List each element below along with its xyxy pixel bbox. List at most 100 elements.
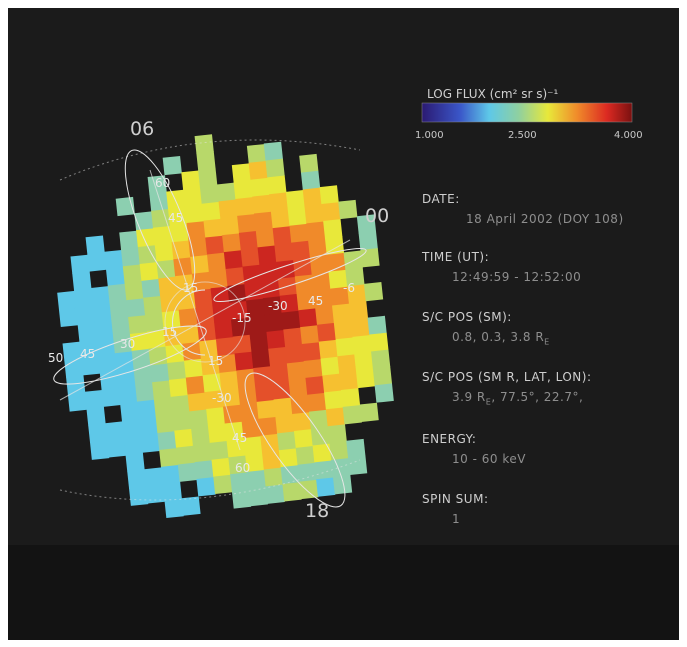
flux-cell	[123, 265, 142, 284]
flux-cell	[120, 402, 139, 421]
flux-cell	[214, 320, 233, 339]
map-label: 60	[155, 176, 170, 190]
flux-cell	[294, 429, 313, 448]
flux-cell	[303, 188, 322, 207]
info-label: TIME (UT):	[422, 250, 489, 264]
flux-cell	[189, 410, 208, 429]
flux-cell	[277, 431, 296, 450]
flux-cell	[341, 388, 360, 407]
info-label: ENERGY:	[422, 432, 476, 446]
flux-cell	[224, 250, 243, 269]
flux-cell	[181, 170, 200, 189]
flux-cell	[158, 277, 177, 296]
flux-cell	[289, 378, 308, 397]
flux-cell	[133, 366, 152, 385]
flux-cell	[212, 303, 231, 322]
colorbar-title: LOG FLUX (cm² sr s)⁻¹	[427, 87, 558, 101]
flux-cell	[127, 470, 146, 489]
flux-cell	[230, 472, 249, 491]
flux-cell	[121, 248, 140, 267]
flux-cell	[191, 426, 210, 445]
flux-cell	[232, 489, 251, 508]
flux-cell	[296, 446, 315, 465]
flux-cell	[124, 436, 143, 455]
flux-cell	[72, 272, 91, 291]
flux-cell	[171, 395, 190, 414]
flux-cell	[254, 212, 273, 231]
flux-cell	[249, 487, 268, 506]
flux-cell	[111, 318, 130, 337]
flux-cell	[167, 361, 186, 380]
flux-cell	[352, 335, 371, 354]
map-label: 15	[208, 354, 223, 368]
flux-cell	[317, 323, 336, 342]
info-value: 3.9 RE, 77.5°, 22.7°,	[452, 390, 583, 406]
flux-cell	[285, 345, 304, 364]
flux-cell	[268, 347, 287, 366]
flux-cell	[258, 417, 277, 436]
flux-cell	[360, 248, 379, 267]
map-label: 15	[162, 325, 177, 339]
flux-cell	[276, 260, 295, 279]
flux-cell	[297, 463, 316, 482]
flux-cell	[203, 219, 222, 238]
flux-cell	[326, 407, 345, 426]
map-label: 00	[365, 205, 389, 227]
flux-cell	[309, 410, 328, 429]
flux-cell	[348, 456, 367, 475]
flux-cell	[141, 279, 160, 298]
flux-cell	[323, 219, 342, 238]
flux-cell	[85, 390, 104, 409]
flux-cell	[91, 286, 110, 305]
flux-cell	[269, 192, 288, 211]
flux-cell	[316, 477, 335, 496]
flux-cell	[118, 385, 137, 404]
flux-cell	[279, 448, 298, 467]
flux-cell	[166, 190, 185, 209]
flux-cell	[250, 332, 269, 351]
flux-cell	[329, 441, 348, 460]
flux-cell	[270, 364, 289, 383]
flux-cell	[360, 403, 379, 422]
colorbar-tick-label: 1.000	[415, 130, 444, 141]
colorbar	[422, 103, 632, 122]
flux-cell	[234, 180, 253, 199]
map-label: -30	[212, 391, 232, 405]
flux-cell	[219, 200, 238, 219]
flux-cell	[207, 253, 226, 272]
flux-cell	[233, 335, 252, 354]
flux-cell	[174, 429, 193, 448]
map-label: 18	[305, 500, 329, 522]
info-value-text: 0.8, 0.3, 3.8 R	[452, 330, 544, 344]
map-label: 45	[168, 211, 183, 225]
flux-cell	[195, 134, 214, 153]
flux-cell	[182, 342, 201, 361]
flux-cell	[306, 221, 325, 240]
info-value-text: 3.9 R	[452, 390, 486, 404]
flux-cell	[272, 381, 291, 400]
flux-cell	[138, 245, 157, 264]
flux-cell	[371, 350, 390, 369]
flux-cell	[273, 226, 292, 245]
info-value: 1	[452, 512, 460, 526]
flux-cell	[302, 342, 321, 361]
map-label: 45	[232, 431, 247, 445]
flux-cell	[349, 301, 368, 320]
flux-cell	[275, 415, 294, 434]
flux-cell	[141, 434, 160, 453]
flux-cell	[126, 298, 145, 317]
flux-cell	[300, 325, 319, 344]
flux-cell	[265, 159, 284, 178]
flux-cell	[104, 250, 123, 269]
flux-cell	[90, 441, 109, 460]
flux-map: LOG FLUX (cm² sr s)⁻¹ 060018604515-15-30…	[0, 0, 687, 647]
flux-cell	[193, 443, 212, 462]
flux-cell	[339, 371, 358, 390]
flux-cell	[163, 482, 182, 501]
flux-cell	[328, 424, 347, 443]
flux-cell	[186, 376, 205, 395]
map-label: -30	[268, 299, 288, 313]
flux-cell	[86, 235, 105, 254]
flux-cell	[209, 270, 228, 289]
flux-cell	[78, 322, 97, 341]
